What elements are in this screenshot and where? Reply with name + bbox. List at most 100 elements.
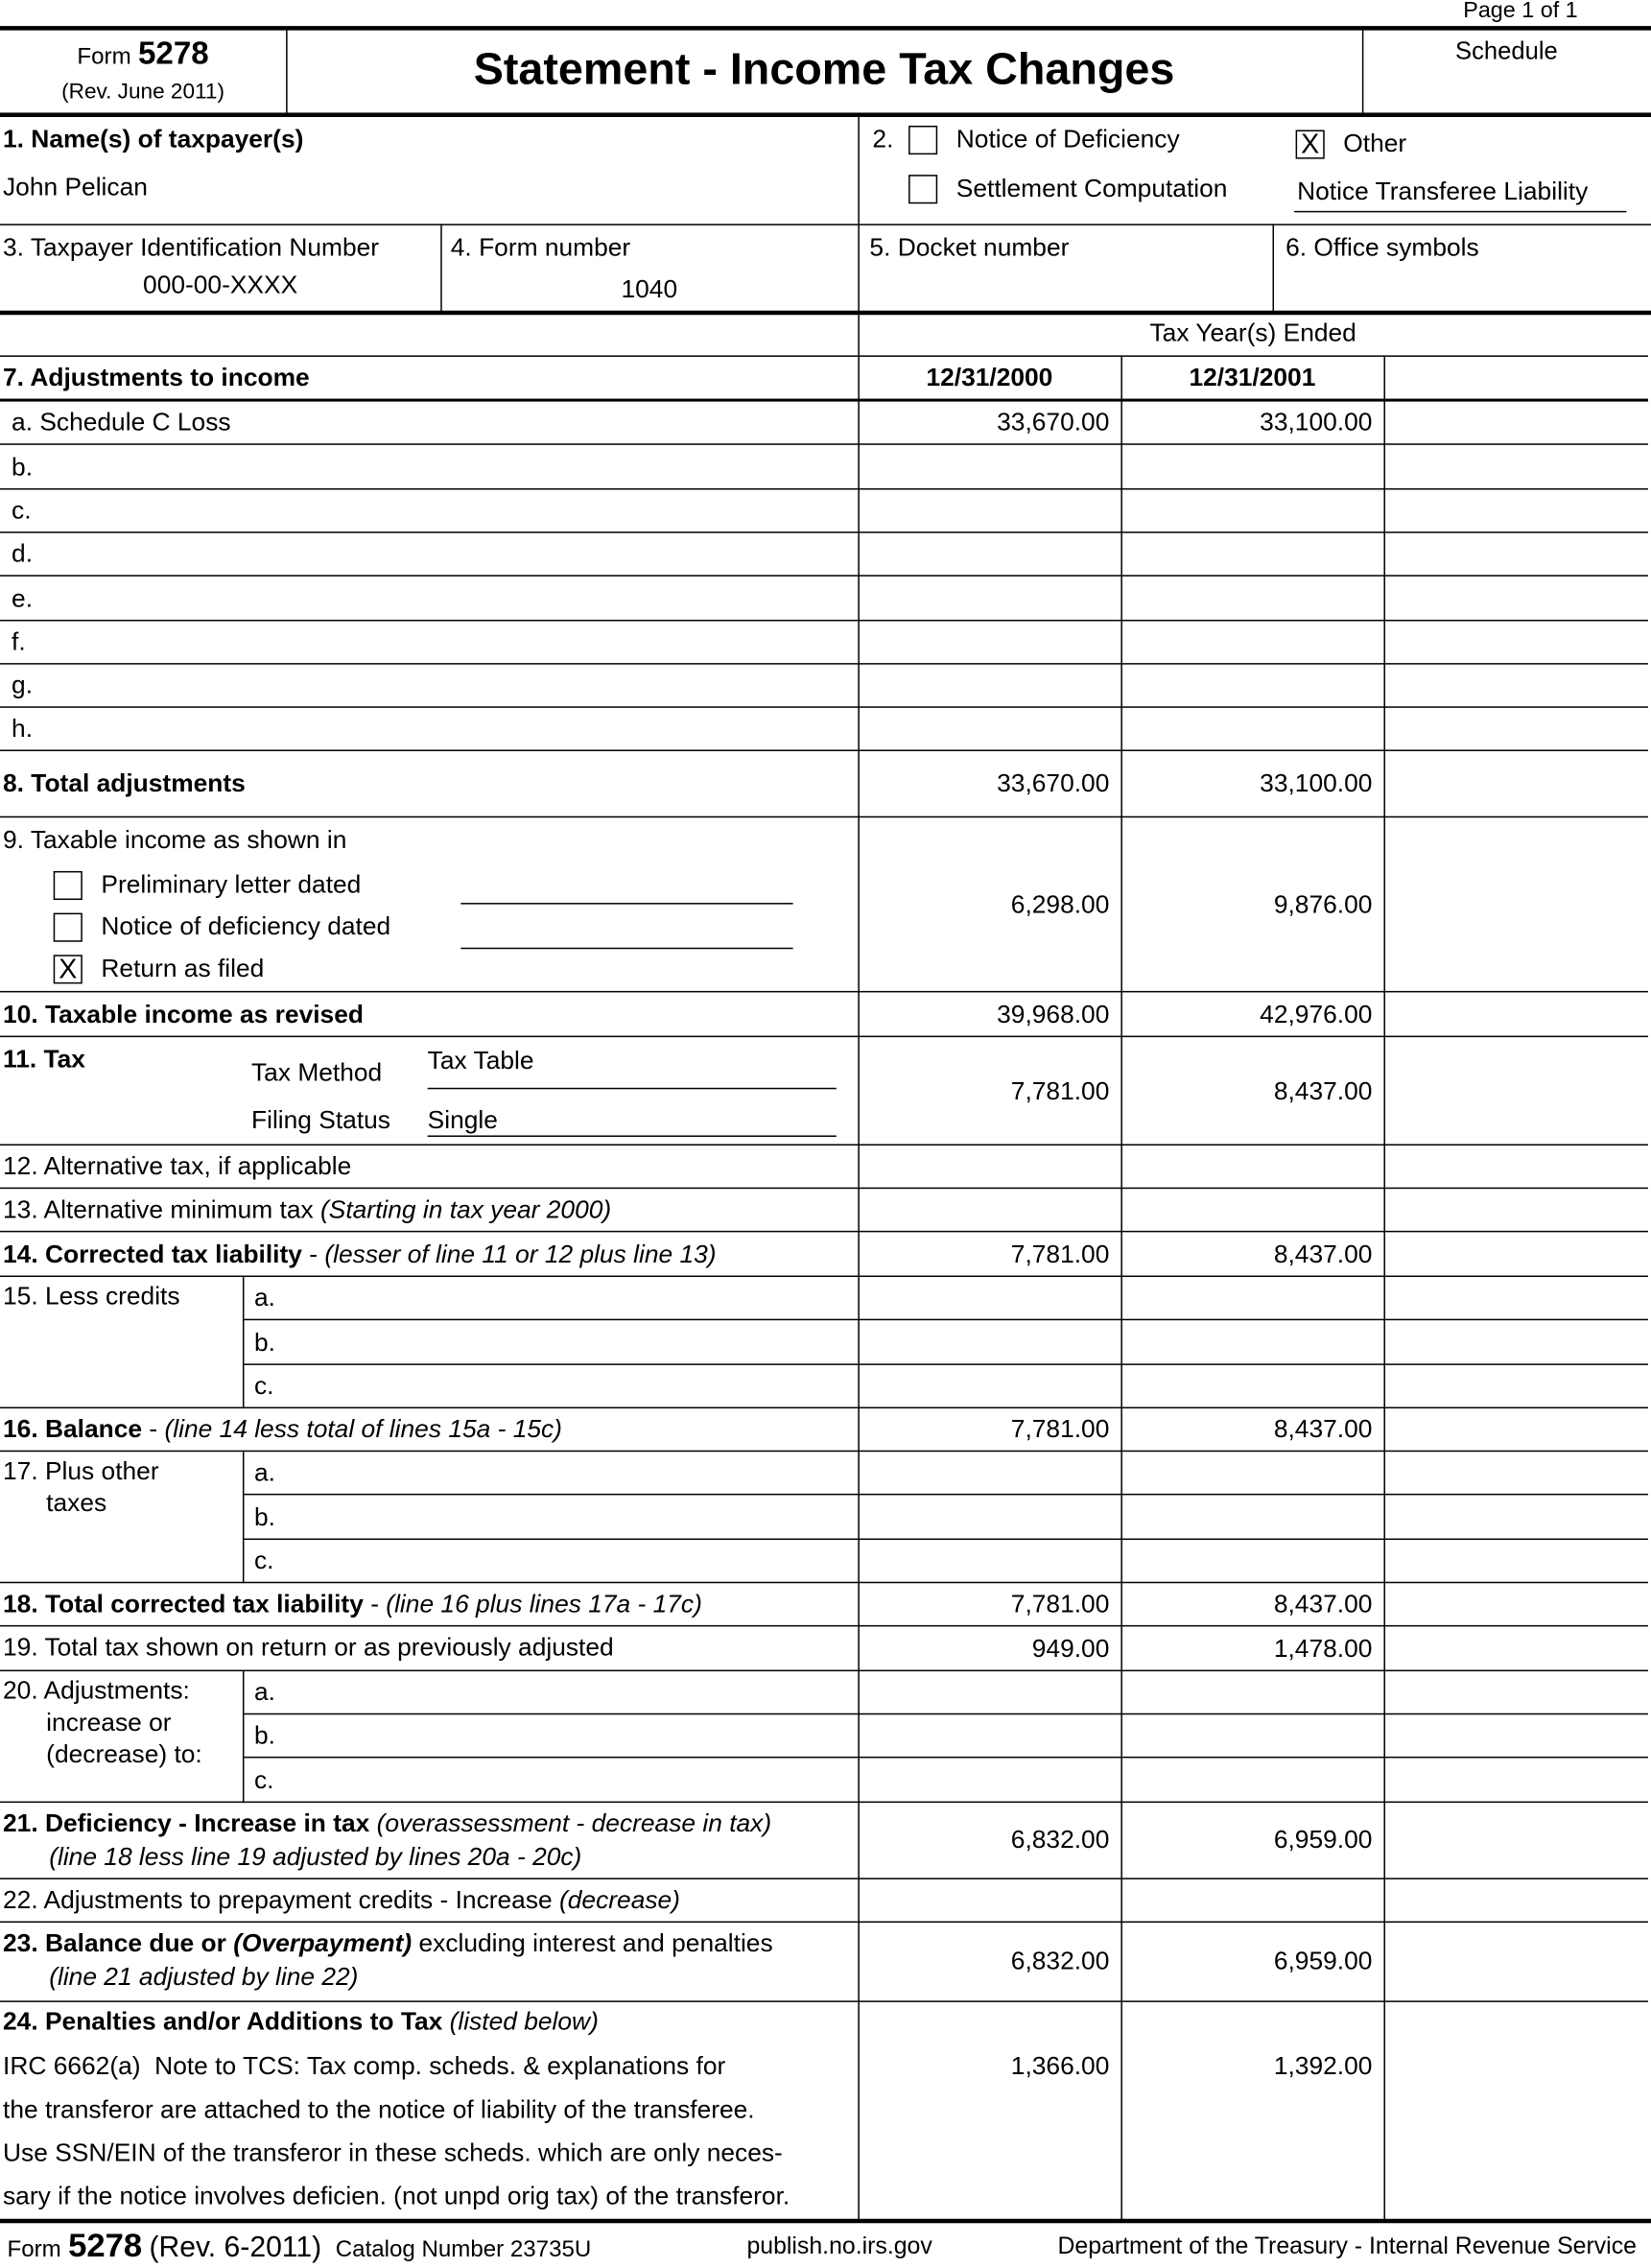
line-label: 13. Alternative minimum tax (Starting in… bbox=[3, 1196, 611, 1222]
amount-cell bbox=[1120, 1759, 1372, 1803]
amount-cell bbox=[858, 445, 1109, 489]
amount-cell: 7,781.00 bbox=[1010, 1414, 1110, 1444]
taxpayer-name-value: John Pelican bbox=[3, 172, 148, 201]
amount-cell: 1,392.00 bbox=[1273, 2050, 1373, 2081]
taxable-income-source-checkbox[interactable] bbox=[53, 912, 83, 942]
footer-department: Department of the Treasury - Internal Re… bbox=[1057, 2233, 1637, 2259]
label-segment: (decrease) bbox=[559, 1884, 680, 1914]
rule-line bbox=[0, 1878, 1648, 1879]
rule-line bbox=[242, 1713, 1648, 1715]
rule-line bbox=[0, 1406, 1648, 1409]
amount-cell bbox=[1120, 1189, 1372, 1232]
line-label: 23. Balance due or (Overpayment) excludi… bbox=[3, 1927, 773, 1957]
line-label: 16. Balance - (line 14 less total of lin… bbox=[3, 1413, 562, 1444]
taxpayer-name-label: 1. Name(s) of taxpayer(s) bbox=[3, 124, 304, 154]
footer-url: publish.no.irs.gov bbox=[746, 2233, 932, 2259]
line-label: taxes bbox=[46, 1490, 106, 1516]
rule-line bbox=[460, 903, 793, 905]
amount-cell bbox=[1120, 1539, 1372, 1583]
amount-cell bbox=[1383, 1408, 1636, 1452]
label-segment: (decrease) to: bbox=[46, 1738, 202, 1768]
rule-line bbox=[0, 815, 1648, 818]
amount-cell: 9,876.00 bbox=[1273, 889, 1373, 919]
amount-cell bbox=[858, 664, 1109, 708]
amount-cell: 7,781.00 bbox=[1010, 1075, 1110, 1105]
rule-line bbox=[0, 1801, 1648, 1804]
label-segment: 9. Taxable income as shown in bbox=[3, 824, 347, 854]
footer-revision: (Rev. 6-2011) bbox=[149, 2232, 322, 2264]
schedule-label: Schedule bbox=[1455, 37, 1558, 65]
amount-cell bbox=[1383, 621, 1636, 665]
rule-line bbox=[242, 1670, 245, 1803]
penalty-note-line: sary if the notice involves deficien. (n… bbox=[3, 2181, 790, 2210]
form-id: Form 5278 bbox=[0, 36, 286, 70]
label-segment: (lesser of line 11 or 12 plus line 13) bbox=[324, 1239, 717, 1268]
amount-cell bbox=[1120, 577, 1372, 621]
tax-year-header bbox=[1383, 355, 1648, 400]
tin-value: 000-00-XXXX bbox=[143, 270, 298, 299]
rule-line bbox=[0, 224, 1651, 225]
rule-line bbox=[0, 355, 1648, 357]
adjustment-item-label: f. bbox=[12, 626, 26, 656]
adjustments-label: 7. Adjustments to income bbox=[3, 362, 310, 391]
rule-line bbox=[0, 398, 1648, 402]
amount-cell bbox=[858, 1277, 1109, 1321]
amount-cell bbox=[1383, 1364, 1636, 1408]
rule-line bbox=[242, 1493, 1648, 1496]
amount-cell bbox=[1383, 532, 1636, 577]
rule-line bbox=[0, 1275, 1648, 1278]
rule-line bbox=[1361, 30, 1364, 113]
label-segment: 17. Plus other bbox=[3, 1455, 159, 1485]
label-segment: (line 16 plus lines 17a - 17c) bbox=[386, 1588, 702, 1618]
rule-line bbox=[0, 1581, 1648, 1584]
amount-cell bbox=[1383, 577, 1636, 621]
tax-method-value: Tax Table bbox=[427, 1046, 534, 1075]
amount-cell bbox=[858, 489, 1109, 533]
label-segment: 15. Less credits bbox=[3, 1281, 180, 1311]
form-word: Form bbox=[77, 44, 131, 70]
amount-cell bbox=[858, 1759, 1109, 1803]
label-segment: 19. Total tax shown on return or as prev… bbox=[3, 1632, 614, 1662]
settlement-computation-checkbox[interactable] bbox=[908, 175, 938, 204]
adjustment-item-label: g. bbox=[12, 670, 34, 700]
rule-line bbox=[0, 2218, 1651, 2224]
amount-cell bbox=[1383, 1759, 1636, 1803]
taxable-income-source-label: Preliminary letter dated bbox=[101, 869, 362, 899]
label-segment: 18. Total corrected tax liability bbox=[3, 1588, 364, 1618]
form-number-label: 4. Form number bbox=[450, 232, 631, 262]
sub-line-label: b. bbox=[254, 1327, 275, 1357]
rule-line bbox=[0, 1144, 1648, 1146]
form-revision: (Rev. June 2011) bbox=[61, 79, 225, 105]
label-segment: (Overpayment) bbox=[233, 1927, 413, 1957]
line-label: 11. Tax bbox=[3, 1046, 85, 1073]
notice-of-deficiency-checkbox[interactable] bbox=[908, 125, 938, 155]
label-segment: 8. Total adjustments bbox=[3, 768, 246, 798]
sub-line-label: a. bbox=[254, 1283, 275, 1312]
amount-cell: 33,670.00 bbox=[997, 408, 1110, 437]
rule-line bbox=[0, 26, 1651, 31]
line-label: 12. Alternative tax, if applicable bbox=[3, 1153, 351, 1179]
sub-line-label: b. bbox=[254, 1501, 275, 1531]
adjustment-item-label: e. bbox=[12, 582, 34, 612]
amount-cell bbox=[1383, 817, 1636, 992]
amount-cell bbox=[858, 1671, 1109, 1715]
taxable-income-source-checkbox[interactable]: X bbox=[53, 955, 83, 984]
taxable-income-source-checkbox[interactable] bbox=[53, 870, 83, 901]
amount-cell bbox=[858, 1321, 1109, 1365]
sub-line-label: c. bbox=[254, 1764, 274, 1794]
amount-cell bbox=[1383, 1232, 1636, 1277]
amount-cell bbox=[858, 1189, 1109, 1232]
rule-line bbox=[440, 224, 442, 313]
amount-cell bbox=[1120, 1671, 1372, 1715]
label-segment: 23. Balance due or bbox=[3, 1927, 234, 1957]
amount-cell bbox=[1383, 992, 1636, 1037]
amount-cell: 42,976.00 bbox=[1260, 999, 1373, 1028]
penalty-note-line: IRC 6662(a) Note to TCS: Tax comp. sched… bbox=[3, 2050, 726, 2080]
line-label: 9. Taxable income as shown in bbox=[3, 824, 347, 854]
amount-cell bbox=[1120, 1321, 1372, 1365]
amount-cell bbox=[858, 1878, 1109, 1922]
amount-cell bbox=[1383, 1583, 1636, 1626]
other-checkbox[interactable]: X bbox=[1295, 130, 1325, 159]
label-segment: 16. Balance bbox=[3, 1413, 143, 1444]
